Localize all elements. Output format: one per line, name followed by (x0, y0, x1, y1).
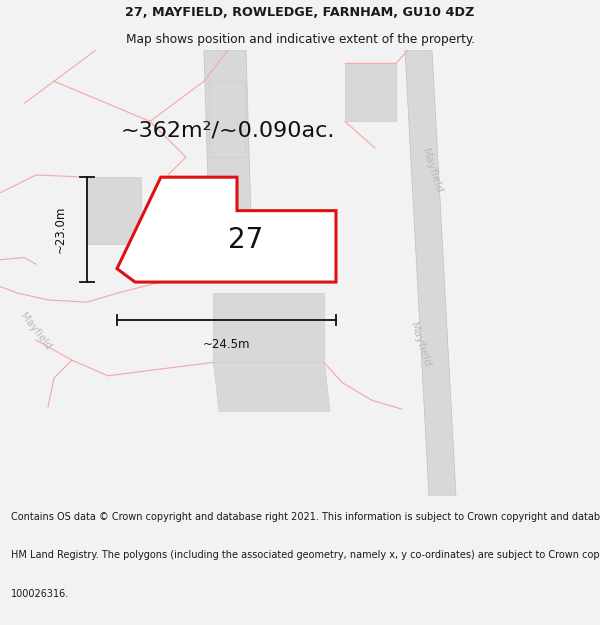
Text: Contains OS data © Crown copyright and database right 2021. This information is : Contains OS data © Crown copyright and d… (11, 512, 600, 522)
Polygon shape (209, 81, 245, 157)
Polygon shape (345, 63, 396, 121)
Text: Mayfield: Mayfield (408, 321, 432, 369)
Polygon shape (87, 177, 141, 244)
Polygon shape (237, 211, 336, 282)
Text: Mayfield: Mayfield (420, 146, 444, 194)
Text: Mayfield: Mayfield (19, 311, 53, 352)
Text: Map shows position and indicative extent of the property.: Map shows position and indicative extent… (125, 32, 475, 46)
Polygon shape (213, 358, 330, 411)
Text: ~24.5m: ~24.5m (203, 338, 250, 351)
Text: 27: 27 (229, 226, 263, 254)
Text: ~362m²/~0.090ac.: ~362m²/~0.090ac. (121, 121, 335, 141)
Text: 27, MAYFIELD, ROWLEDGE, FARNHAM, GU10 4DZ: 27, MAYFIELD, ROWLEDGE, FARNHAM, GU10 4D… (125, 6, 475, 19)
Polygon shape (117, 177, 336, 282)
Polygon shape (405, 50, 456, 496)
Text: HM Land Registry. The polygons (including the associated geometry, namely x, y c: HM Land Registry. The polygons (includin… (11, 551, 600, 561)
Polygon shape (204, 50, 252, 251)
Text: 100026316.: 100026316. (11, 589, 69, 599)
Text: ~23.0m: ~23.0m (53, 206, 67, 253)
Polygon shape (213, 293, 324, 362)
Polygon shape (161, 177, 237, 282)
